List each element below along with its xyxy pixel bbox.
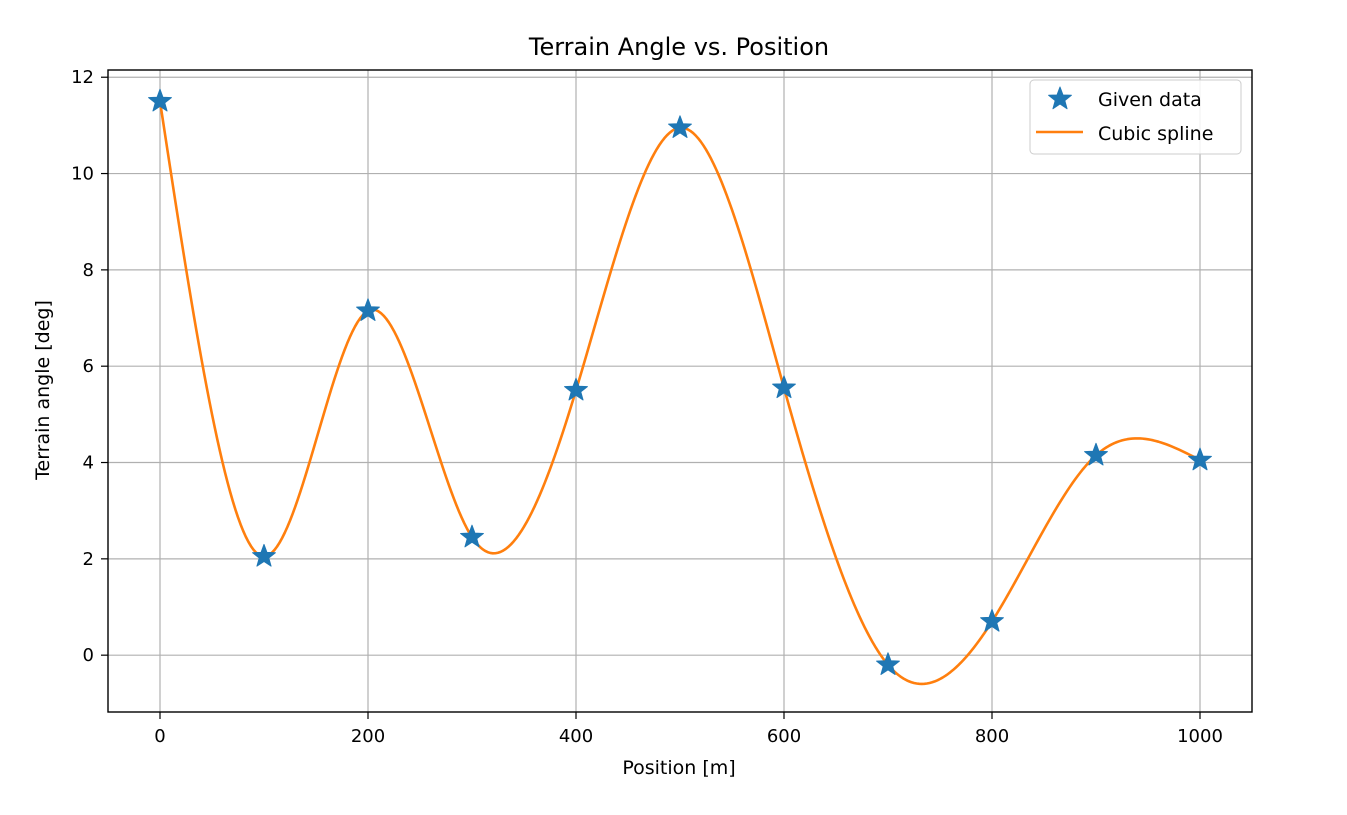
data-point-star [460,524,484,548]
legend: Given data Cubic spline [1029,79,1242,155]
data-point-star [356,298,380,322]
y-tick-label: 0 [83,645,94,666]
y-tick-label: 8 [83,260,94,281]
data-point-star [668,115,692,138]
y-tick-label: 12 [71,67,94,88]
axes-frame [107,69,1253,713]
legend-star-icon [1048,86,1072,110]
x-tick-label: 600 [767,726,801,747]
legend-label-cubic-spline: Cubic spline [1098,123,1213,145]
ticks: 0 200 400 600 800 1000 0 2 4 6 8 10 12 [71,67,1223,747]
y-tick-label: 10 [71,164,94,185]
data-point-star [148,88,172,112]
data-point-star [876,652,900,676]
series-layer [148,88,1212,686]
x-tick-label: 1000 [1177,726,1223,747]
legend-star-marker [1048,86,1072,110]
y-tick-label: 2 [83,549,94,570]
data-point-star [1084,442,1108,466]
x-tick-label: 0 [154,726,165,747]
chart-title: Terrain Angle vs. Position [528,33,829,61]
x-tick-label: 400 [559,726,593,747]
y-tick-label: 6 [83,356,94,377]
y-tick-label: 4 [83,453,94,474]
y-axis-label: Terrain angle [deg] [32,300,54,481]
data-point-star [252,543,276,567]
data-point-star [1188,447,1212,471]
data-point-star [980,608,1004,632]
x-axis-label: Position [m] [622,757,735,779]
legend-box [1029,79,1242,155]
data-point-star [772,375,796,399]
x-tick-label: 200 [351,726,385,747]
data-point-star [564,377,588,401]
x-tick-label: 800 [975,726,1009,747]
legend-label-given-data: Given data [1098,89,1202,111]
